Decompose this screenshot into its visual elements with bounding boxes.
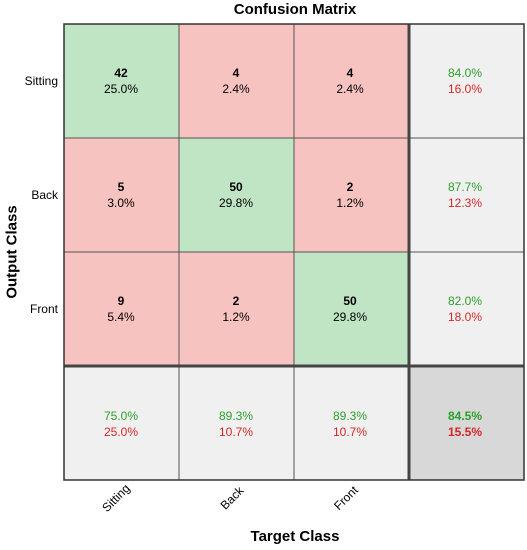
cell-count: 4 [346, 66, 354, 80]
cell-percent: 29.8% [218, 196, 254, 210]
col-correct-percent: 89.3% [218, 409, 254, 423]
row-summary-text: 87.7% 12.3% [448, 179, 482, 211]
row-summary-text: 82.0% 18.0% [448, 293, 482, 325]
col-summary-text: 89.3% 10.7% [219, 408, 253, 440]
overall-wrong-percent: 15.5% [447, 425, 483, 439]
cell-count: 4 [232, 66, 240, 80]
row-correct-percent: 82.0% [447, 294, 483, 308]
cell-count: 9 [117, 294, 125, 308]
col-summary-cell [293, 365, 410, 481]
row-wrong-percent: 16.0% [447, 82, 483, 96]
matrix-border [63, 23, 525, 481]
cell-percent: 29.8% [332, 310, 368, 324]
matrix-cell-text: 4 2.4% [222, 65, 249, 97]
cell-count: 42 [114, 66, 128, 80]
matrix-cell-text: 4 2.4% [336, 65, 363, 97]
off-diagonal-cell [178, 251, 295, 367]
cell-count: 2 [346, 180, 354, 194]
col-wrong-percent: 10.7% [218, 425, 254, 439]
col-summary-text: 75.0% 25.0% [104, 408, 138, 440]
matrix-cell-text: 2 1.2% [222, 293, 249, 325]
row-correct-percent: 87.7% [447, 180, 483, 194]
row-correct-percent: 84.0% [447, 66, 483, 80]
matrix-cell-text: 50 29.8% [333, 293, 367, 325]
row-wrong-percent: 18.0% [447, 310, 483, 324]
overall-correct-percent: 84.5% [447, 409, 483, 423]
off-diagonal-cell [178, 23, 295, 139]
chart-title: Confusion Matrix [233, 1, 357, 18]
cell-percent: 1.2% [222, 310, 250, 324]
col-correct-percent: 75.0% [103, 409, 139, 423]
cell-percent: 2.4% [222, 82, 250, 96]
row-summary-text: 84.0% 16.0% [448, 65, 482, 97]
y-tick-label: Back [31, 188, 58, 202]
matrix-cell-text: 5 3.0% [107, 179, 134, 211]
col-summary-cell [63, 365, 180, 481]
diagonal-cell [178, 137, 295, 253]
cell-percent: 5.4% [107, 310, 135, 324]
y-tick-label: Sitting [24, 74, 58, 88]
row-summary-cell [408, 23, 525, 139]
matrix-cell-text: 50 29.8% [219, 179, 253, 211]
cell-percent: 25.0% [103, 82, 139, 96]
col-wrong-percent: 10.7% [332, 425, 368, 439]
off-diagonal-cell [63, 137, 180, 253]
overall-accuracy-text: 84.5% 15.5% [448, 408, 482, 440]
row-summary-cell [408, 137, 525, 253]
cell-percent: 1.2% [336, 196, 364, 210]
col-correct-percent: 89.3% [332, 409, 368, 423]
cell-percent: 2.4% [336, 82, 364, 96]
y-axis-label: Output Class [3, 205, 21, 299]
diagonal-cell [63, 23, 180, 139]
y-tick-label: Front [29, 302, 58, 316]
cell-percent: 3.0% [107, 196, 135, 210]
matrix-cell-text: 9 5.4% [107, 293, 134, 325]
matrix-cell-text: 42 25.0% [104, 65, 138, 97]
row-summary-cell [408, 251, 525, 367]
cell-count: 50 [343, 294, 357, 308]
col-summary-text: 89.3% 10.7% [333, 408, 367, 440]
cell-count: 5 [117, 180, 125, 194]
row-wrong-percent: 12.3% [447, 196, 483, 210]
col-wrong-percent: 25.0% [103, 425, 139, 439]
matrix-cell-text: 2 1.2% [336, 179, 363, 211]
x-axis-label: Target Class [250, 528, 340, 545]
cell-count: 2 [232, 294, 240, 308]
cell-count: 50 [229, 180, 243, 194]
